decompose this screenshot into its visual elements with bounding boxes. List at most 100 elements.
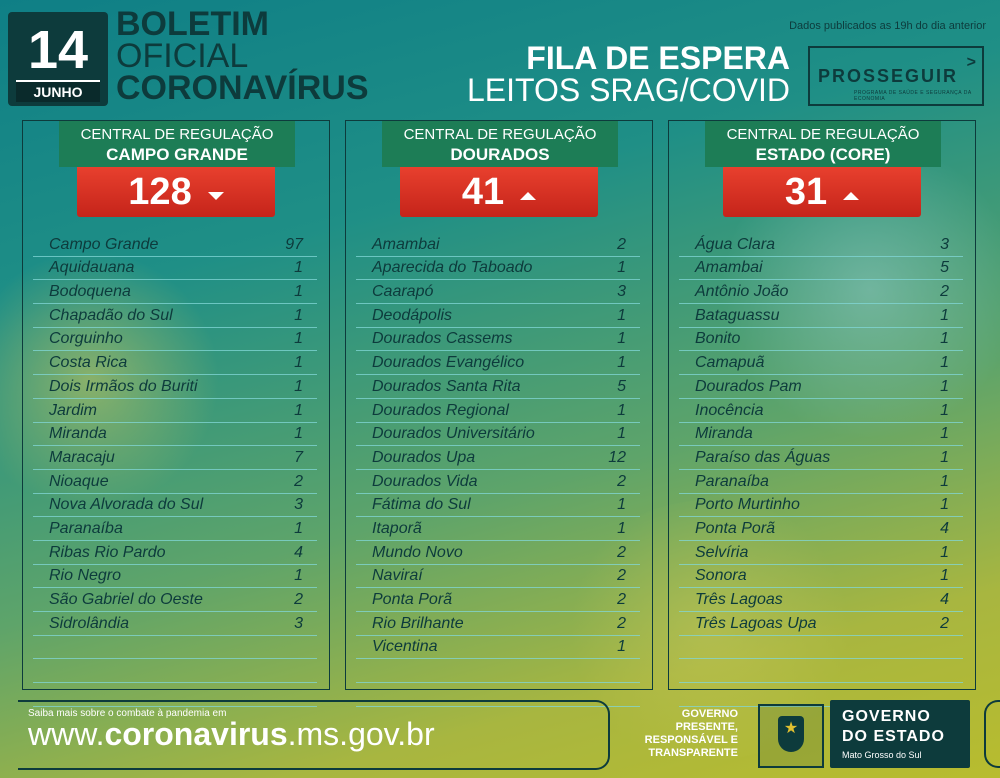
list-item: Inocência 1 — [679, 399, 963, 423]
list-item: Dourados Upa 12 — [356, 446, 640, 470]
list-item: Naviraí 2 — [356, 565, 640, 589]
regulation-panel: CENTRAL DE REGULAÇÃO DOURADOS 41 Amambai 2 Ap… — [345, 120, 653, 707]
list-item: Ponta Porã 4 — [679, 517, 963, 541]
list-item: Miranda 1 — [679, 423, 963, 447]
list-item: Dourados Cassems 1 — [356, 328, 640, 352]
queue-title: FILA DE ESPERA LEITOS SRAG/COVID — [467, 42, 790, 106]
waiting-count: 1 — [617, 519, 626, 537]
slogan-line-2: PRESENTE, — [675, 721, 738, 733]
list-item — [33, 636, 317, 660]
url-bold: coronavirus — [104, 716, 288, 752]
list-item: Paranaíba 1 — [33, 517, 317, 541]
waiting-count: 2 — [617, 567, 626, 585]
city-name: Amambai — [372, 235, 440, 253]
list-item: Bonito 1 — [679, 328, 963, 352]
gov-line-3: Mato Grosso do Sul — [842, 750, 922, 760]
city-name: Nova Alvorada do Sul — [49, 496, 204, 514]
waiting-count: 1 — [294, 519, 303, 537]
list-item: Ponta Porã 2 — [356, 588, 640, 612]
city-name: Naviraí — [372, 567, 423, 585]
list-item — [356, 683, 640, 707]
panel-label-line-1: CENTRAL DE REGULAÇÃO — [80, 126, 274, 143]
waiting-count: 97 — [285, 235, 303, 253]
title-line-3: CORONAVÍRUS — [116, 69, 369, 107]
slogan-line-3: RESPONSÁVEL E — [644, 734, 738, 746]
list-item: Deodápolis 1 — [356, 304, 640, 328]
city-name: Bataguassu — [695, 306, 780, 324]
list-item: Água Clara 3 — [679, 233, 963, 257]
list-item — [33, 659, 317, 684]
list-item: Rio Negro 1 — [33, 565, 317, 589]
waiting-count: 1 — [294, 306, 303, 324]
waiting-count: 1 — [294, 259, 303, 277]
list-item: Camapuã 1 — [679, 351, 963, 376]
waiting-count: 1 — [294, 377, 303, 395]
waiting-count: 1 — [617, 354, 626, 372]
list-item: Nova Alvorada do Sul 3 — [33, 494, 317, 518]
footer-url-link[interactable]: www.coronavirus.ms.gov.br — [28, 716, 435, 753]
total-count: 128 — [128, 171, 192, 213]
waiting-count: 12 — [608, 448, 626, 466]
city-name: Inocência — [695, 401, 764, 419]
list-item: Três Lagoas Upa 2 — [679, 612, 963, 636]
city-name: Mundo Novo — [372, 543, 463, 561]
list-item — [679, 636, 963, 660]
list-item: Dourados Pam 1 — [679, 375, 963, 399]
city-list: Água Clara 3 Amambai 5 Antônio João 2 Bataguas… — [679, 233, 963, 707]
list-item: Dourados Universitário 1 — [356, 423, 640, 447]
list-item: Fátima do Sul 1 — [356, 494, 640, 518]
trend-down-icon — [207, 191, 224, 200]
waiting-count: 1 — [617, 401, 626, 419]
city-name: Costa Rica — [49, 354, 128, 372]
month-label: JUNHO — [33, 84, 83, 100]
waiting-count: 2 — [617, 591, 626, 608]
city-name: Itaporã — [372, 519, 422, 537]
arrow-icon: > — [966, 54, 976, 71]
waiting-count: 3 — [617, 283, 626, 301]
list-item: Paranaíba 1 — [679, 470, 963, 494]
city-name: Camapuã — [695, 354, 765, 372]
city-name: Deodápolis — [372, 306, 453, 324]
city-name: Bonito — [695, 330, 741, 348]
city-name: Corguinho — [49, 330, 123, 348]
waiting-count: 1 — [617, 330, 626, 348]
url-suffix: .ms.gov.br — [287, 716, 435, 752]
list-item: Sonora 1 — [679, 565, 963, 589]
waiting-count: 2 — [940, 614, 949, 632]
city-name: Ribas Rio Pardo — [49, 543, 166, 561]
city-name: Bodoquena — [49, 283, 131, 301]
waiting-count: 4 — [294, 543, 303, 561]
list-item: Sidrolândia 3 — [33, 612, 317, 636]
waiting-count: 3 — [294, 496, 303, 514]
list-item: Antônio João 2 — [679, 280, 963, 305]
waiting-count: 2 — [617, 235, 626, 253]
total-count: 41 — [461, 171, 505, 213]
emblem-star-icon: ★ — [783, 720, 799, 737]
trend-up-icon — [520, 191, 537, 200]
city-name: Três Lagoas — [695, 591, 783, 608]
list-item: Dourados Regional 1 — [356, 399, 640, 423]
waiting-count: 4 — [940, 519, 949, 537]
panel-label: CENTRAL DE REGULAÇÃO DOURADOS — [382, 121, 618, 167]
day-number: 14 — [27, 20, 89, 80]
list-item: Dois Irmãos do Buriti 1 — [33, 375, 317, 399]
waiting-count: 1 — [940, 401, 949, 419]
list-item: Maracaju 7 — [33, 446, 317, 470]
city-name: Ponta Porã — [695, 519, 776, 537]
list-item: Dourados Evangélico 1 — [356, 351, 640, 376]
list-item: Paraíso das Águas 1 — [679, 446, 963, 470]
total-count-box: 31 — [723, 167, 921, 217]
list-item: Dourados Santa Rita 5 — [356, 375, 640, 399]
list-item: Aquidauana 1 — [33, 257, 317, 281]
city-list: Amambai 2 Aparecida do Taboado 1 Caarapó 3 Deo… — [356, 233, 640, 707]
month-bar: JUNHO — [16, 80, 100, 102]
city-name: Dourados Pam — [695, 377, 802, 395]
city-name: Campo Grande — [49, 235, 159, 253]
waiting-count: 2 — [617, 614, 626, 632]
list-item: Dourados Vida 2 — [356, 470, 640, 494]
city-name: Dourados Regional — [372, 401, 509, 419]
list-item: Aparecida do Taboado 1 — [356, 257, 640, 281]
waiting-count: 2 — [294, 472, 303, 490]
city-name: Porto Murtinho — [695, 496, 800, 514]
waiting-count: 1 — [617, 259, 626, 277]
